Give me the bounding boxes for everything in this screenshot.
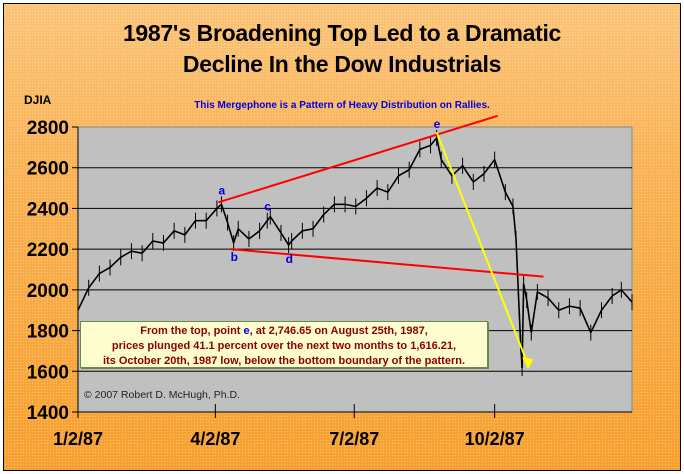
price-segment xyxy=(280,232,290,246)
decline-arrow-line xyxy=(435,131,530,366)
point-label-a: a xyxy=(218,183,225,197)
y-tick-label: 1600 xyxy=(27,362,69,383)
price-segment xyxy=(530,291,539,333)
price-segment xyxy=(398,169,410,177)
price-segment xyxy=(419,144,431,151)
price-segment xyxy=(109,256,122,269)
price-segment xyxy=(600,295,613,311)
copyright: © 2007 Robert D. McHugh, Ph.D. xyxy=(84,389,240,401)
price-segment xyxy=(435,137,443,160)
price-segment xyxy=(141,240,154,254)
price-segment xyxy=(152,240,164,244)
x-tick-label: 7/2/87 xyxy=(329,429,379,449)
price-segment xyxy=(77,287,90,311)
upper-boundary-line xyxy=(218,114,498,204)
price-segment xyxy=(98,266,111,275)
price-segment xyxy=(323,203,335,216)
price-segment xyxy=(522,283,528,301)
point-label-c: c xyxy=(264,200,271,214)
x-tick-label: 1/2/87 xyxy=(53,429,103,449)
price-segment xyxy=(162,230,175,244)
price-segment xyxy=(226,222,235,244)
price-segment xyxy=(173,230,186,236)
annotation-box: From the top, point e, at 2,746.65 on Au… xyxy=(80,321,488,368)
price-segment xyxy=(569,305,581,309)
price-segment xyxy=(387,175,400,193)
y-tick-label: 2400 xyxy=(27,199,69,220)
price-segment xyxy=(220,204,229,223)
price-segment xyxy=(521,283,525,369)
price-segment xyxy=(493,159,507,193)
price-segment xyxy=(525,299,533,333)
price-segment xyxy=(483,159,496,175)
annotation-line1-pre: From the top, point xyxy=(140,325,244,337)
price-segment xyxy=(184,220,197,236)
point-label-e: e xyxy=(434,117,441,131)
price-segment xyxy=(558,305,570,311)
price-segment xyxy=(269,216,282,234)
price-segment xyxy=(355,197,367,208)
price-segment xyxy=(512,206,517,240)
y-tick-label: 2000 xyxy=(27,281,69,302)
point-label-b: b xyxy=(231,250,238,264)
price-segment xyxy=(237,228,250,240)
price-segment xyxy=(440,159,453,177)
price-segment xyxy=(376,187,389,193)
price-segment xyxy=(536,291,549,299)
y-tick-label: 1400 xyxy=(27,403,69,424)
price-segment xyxy=(408,149,421,171)
annotation-point-e: e xyxy=(243,325,250,337)
price-segment xyxy=(248,230,261,240)
chart-title-line2: Decline In the Dow Industrials xyxy=(182,51,502,77)
price-segment xyxy=(429,137,438,146)
price-segment xyxy=(302,227,314,232)
y-tick-label: 2200 xyxy=(27,240,69,261)
price-segment xyxy=(232,228,240,244)
x-tick-label: 4/2/87 xyxy=(190,429,240,449)
annotation-line3: its October 20th, 1987 low, below the bo… xyxy=(102,355,466,367)
price-segment xyxy=(88,273,101,289)
annotation-line2: prices plunged 41.1 percent over the nex… xyxy=(111,340,457,352)
price-segment xyxy=(472,173,485,183)
y-tick-label: 2600 xyxy=(27,159,69,180)
price-segment xyxy=(461,165,474,183)
chart-title-line1: 1987's Broadening Top Led to a Dramatic xyxy=(122,20,562,46)
price-segment xyxy=(365,187,378,199)
price-segment xyxy=(344,203,356,208)
price-segment xyxy=(547,297,560,311)
price-segment xyxy=(205,207,218,222)
price-segment xyxy=(504,191,514,207)
price-segment xyxy=(131,250,143,255)
price-segment xyxy=(590,309,603,333)
chart-subtitle: This Mergephone is a Pattern of Heavy Di… xyxy=(194,100,490,111)
plot-area xyxy=(77,126,633,413)
y-tick-label: 2800 xyxy=(27,118,69,139)
point-label-d: d xyxy=(286,252,293,266)
price-segment xyxy=(515,238,522,343)
price-segment xyxy=(291,230,303,242)
price-segment xyxy=(216,203,222,210)
annotation-line1-post: , at 2,746.65 on August 25th, 1987, xyxy=(249,325,428,337)
price-segment xyxy=(611,289,622,297)
price-segment xyxy=(120,250,132,258)
x-tick-label: 10/2/87 xyxy=(465,429,525,449)
arrow-head xyxy=(522,357,534,370)
y-tick-label: 1800 xyxy=(27,322,69,343)
price-segment xyxy=(287,240,293,246)
price-segment xyxy=(579,307,592,333)
y-axis-label: DJIA xyxy=(24,93,52,107)
price-segment xyxy=(258,220,268,232)
price-segment xyxy=(620,289,633,303)
price-segment xyxy=(312,214,325,230)
